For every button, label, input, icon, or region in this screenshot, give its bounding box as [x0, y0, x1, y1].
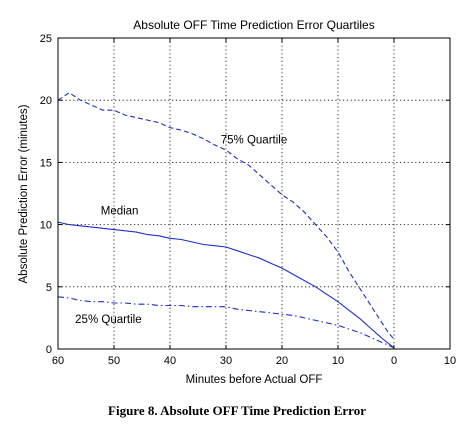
y-tick-label: 25 — [40, 33, 52, 45]
grid-lines — [58, 38, 450, 349]
annotations: 75% Quartile Median 25% Quartile — [75, 135, 287, 326]
series-line-median — [57, 221, 395, 349]
chart-title: Absolute OFF Time Prediction Error Quart… — [133, 18, 374, 32]
annotation-median: Median — [101, 206, 139, 218]
y-axis-label: Absolute Prediction Error (minutes) — [18, 104, 30, 283]
y-tick-label: 15 — [40, 157, 52, 169]
x-tick-label: 10 — [444, 355, 456, 367]
plot-frame — [57, 37, 451, 350]
x-tick-label: 40 — [164, 355, 176, 367]
axis-ticks — [57, 37, 451, 350]
x-tick-label: 20 — [276, 355, 288, 367]
x-tick-label: 60 — [52, 355, 64, 367]
x-tick-label: 10 — [332, 355, 344, 367]
annotation-25-quartile: 25% Quartile — [75, 314, 141, 326]
y-tick-label: 20 — [40, 95, 52, 107]
series-group — [57, 92, 395, 349]
x-axis-label: Minutes before Actual OFF — [186, 374, 323, 386]
x-tick-labels: 60 50 40 30 20 10 0 10 — [52, 355, 456, 367]
figure-caption: Figure 8. Absolute OFF Time Prediction E… — [108, 403, 366, 418]
y-tick-label: 5 — [46, 282, 52, 294]
y-tick-labels: 0 5 10 15 20 25 — [40, 33, 52, 356]
series-line-75-quartile — [57, 92, 395, 340]
series-line-25-quartile — [57, 296, 395, 349]
x-tick-label: 50 — [108, 355, 120, 367]
y-tick-label: 0 — [46, 344, 52, 356]
x-tick-label: 30 — [220, 355, 232, 367]
y-tick-label: 10 — [40, 220, 52, 232]
x-tick-label: 0 — [391, 355, 397, 367]
annotation-75-quartile: 75% Quartile — [221, 135, 287, 147]
